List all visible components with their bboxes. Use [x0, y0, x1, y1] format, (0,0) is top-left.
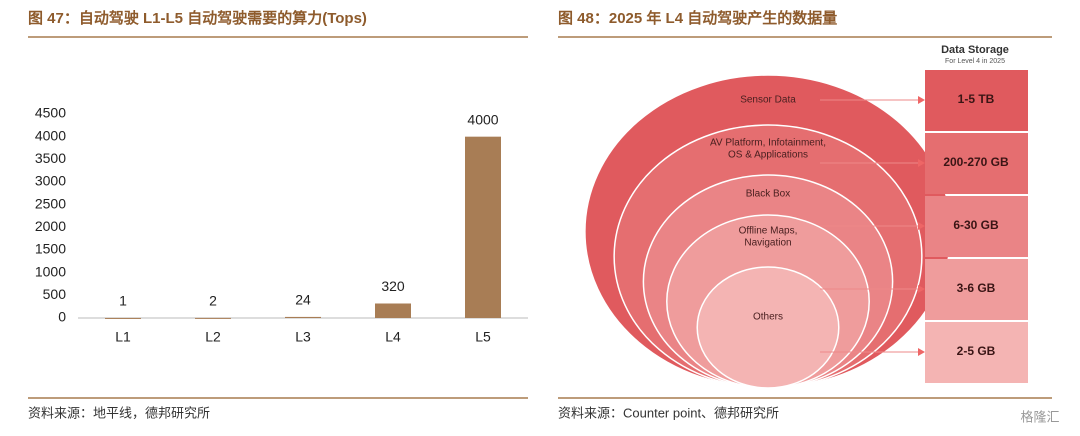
y-tick-label: 2000 [35, 218, 66, 234]
bar [105, 317, 141, 319]
storage-label: 1-5 TB [958, 92, 995, 106]
bar [195, 317, 231, 319]
circle-label: Offline Maps, [739, 226, 798, 237]
arrow-head [918, 348, 925, 356]
value-label: 24 [295, 292, 311, 308]
circle-label: AV Platform, Infotainment, [710, 138, 826, 149]
arrow-head [918, 222, 925, 230]
value-label: 320 [381, 278, 405, 294]
circle-label: Navigation [744, 238, 791, 249]
bar [285, 316, 321, 318]
watermark: 格隆汇 [1020, 409, 1059, 424]
x-tick-label: L3 [295, 329, 311, 345]
value-label: 2 [209, 293, 217, 309]
arrow-head [918, 159, 925, 167]
bar [375, 303, 411, 318]
y-tick-label: 3000 [35, 173, 66, 189]
arrow-head [918, 285, 925, 293]
y-tick-label: 1500 [35, 241, 66, 257]
bar [465, 136, 501, 318]
y-tick-label: 2500 [35, 195, 66, 211]
y-tick-label: 4500 [35, 105, 66, 121]
storage-box [925, 259, 1028, 320]
storage-box [925, 133, 1028, 194]
storage-box [925, 70, 1028, 131]
circle-label: Black Box [746, 189, 790, 200]
storage-box [925, 196, 1028, 257]
storage-label: 200-270 GB [943, 155, 1009, 169]
bar-chart: 0 500 1000 1500 2000 2500 3000 3500 4000 4500 L1 1 L… [35, 105, 528, 345]
y-tick-label: 4000 [35, 127, 66, 143]
y-tick-label: 0 [58, 309, 66, 325]
circle-label: Others [753, 312, 783, 323]
right-source: 资料来源：Counter point、德邦研究所 [558, 405, 779, 420]
storage-box [925, 322, 1028, 383]
circle-label: OS & Applications [728, 150, 808, 161]
y-tick-label: 3500 [35, 150, 66, 166]
y-tick-label: 1000 [35, 263, 66, 279]
circle [696, 266, 840, 389]
storage-label: 3-6 GB [957, 281, 996, 295]
x-tick-label: L5 [475, 329, 491, 345]
x-tick-label: L2 [205, 329, 221, 345]
right-title: 图 48：2025 年 L4 自动驾驶产生的数据量 [558, 9, 837, 27]
left-source: 资料来源：地平线，德邦研究所 [28, 405, 210, 420]
x-tick-label: L4 [385, 329, 401, 345]
circle-label: Sensor Data [740, 95, 796, 106]
diagram: Sensor Data 1-5 TB AV Platform, Infotainme… [584, 70, 1028, 389]
arrow-head [918, 96, 925, 104]
storage-label: 2-5 GB [957, 344, 996, 358]
storage-subheader: For Level 4 in 2025 [945, 58, 1005, 65]
x-tick-label: L1 [115, 329, 131, 345]
left-title: 图 47：自动驾驶 L1-L5 自动驾驶需要的算力(Tops) [28, 9, 367, 27]
storage-label: 6-30 GB [953, 218, 999, 232]
value-label: 4000 [467, 111, 498, 127]
value-label: 1 [119, 293, 127, 309]
storage-header: Data Storage [941, 44, 1009, 56]
y-tick-label: 500 [43, 286, 67, 302]
